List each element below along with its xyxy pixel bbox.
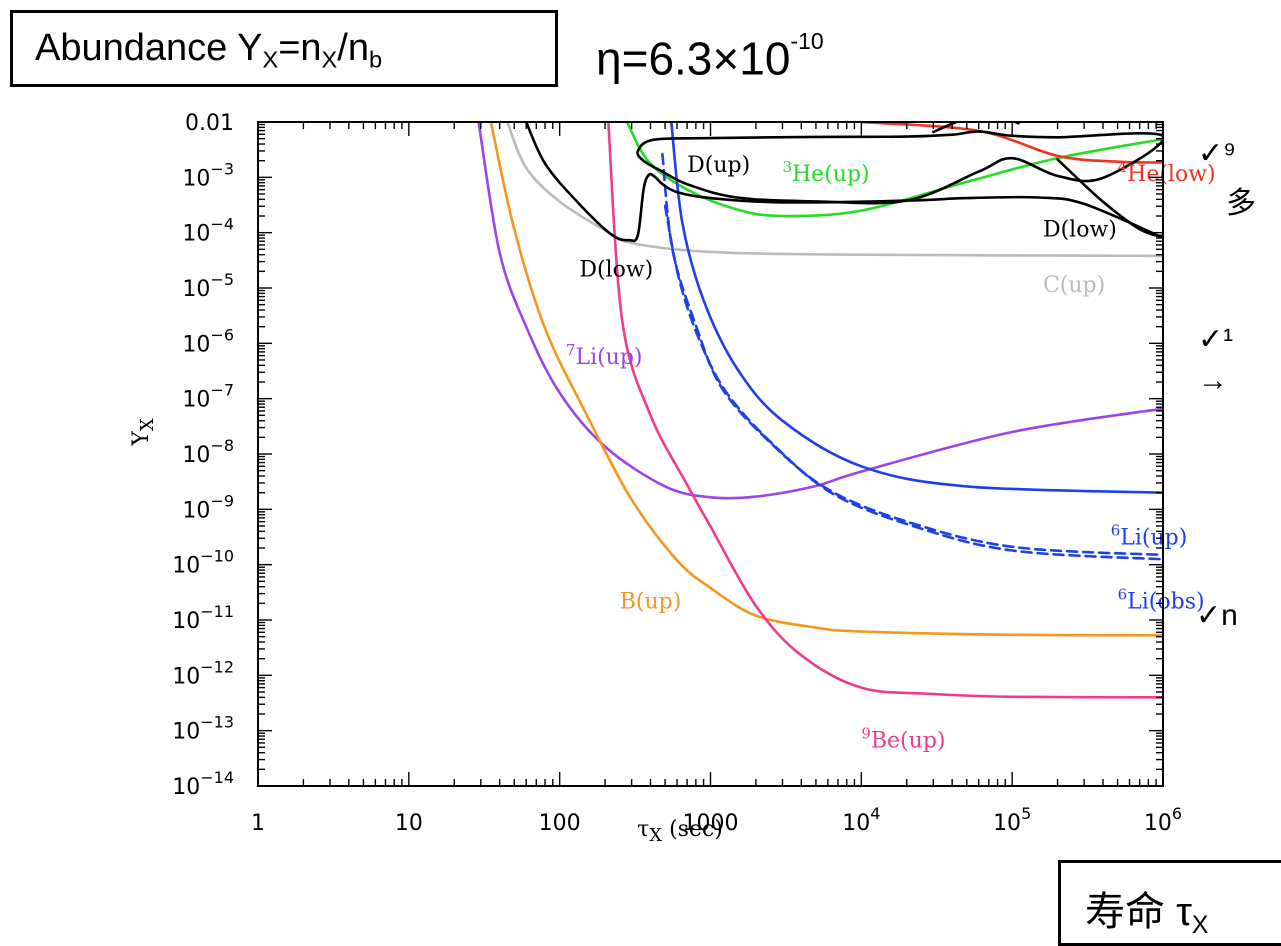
series-curve-5	[607, 122, 1163, 699]
lifetime-label: 寿命 τ	[1085, 890, 1192, 934]
curve-label-9: B(up)	[620, 590, 682, 615]
side-note-1: ✓⁹	[1198, 137, 1236, 170]
eta-main: η=6.3×10	[596, 32, 791, 85]
lifetime-sub-x: X	[1191, 911, 1209, 939]
y-axis-label: YX	[129, 418, 158, 447]
y-tick-label-3: 10−5	[182, 270, 234, 302]
y-tick-label-5: 10−7	[182, 381, 234, 413]
eta-exponent: -10	[790, 28, 824, 54]
y-tick-label-4: 10−6	[182, 325, 234, 357]
curve-label-7: 6Li(up)	[1111, 522, 1188, 551]
x-tick-label-4: 104	[842, 804, 880, 836]
series-curve-7	[661, 152, 1163, 557]
side-note-3: ✓¹	[1198, 323, 1234, 356]
y-tick-label-12: 10−14	[172, 768, 234, 800]
abundance-label: Abundance Y	[35, 27, 263, 69]
curve-label-5: C(up)	[1043, 273, 1105, 298]
series-curve-11	[1056, 158, 1163, 239]
series-curve-10	[524, 122, 1163, 243]
series-curve-2	[860, 122, 1163, 164]
x-tick-label-0: 1	[251, 811, 265, 836]
series-curve-6	[670, 122, 1163, 494]
series-curve-9	[636, 130, 1163, 205]
y-tick-label-6: 10−8	[182, 436, 234, 468]
series-curve-4	[489, 122, 1163, 637]
curve-labels-layer: D(up) 3He(up) 4He(low) D(low) D(low) C(up) 7Li…	[566, 153, 1216, 753]
curve-label-6: 7Li(up)	[566, 341, 643, 370]
y-tick-label-2: 10−4	[182, 215, 234, 247]
side-note-4: →	[1198, 364, 1228, 397]
svg-text:YX: YX	[129, 418, 158, 447]
lifetime-label-box: 寿命 τX	[1058, 860, 1281, 946]
abundance-sub-b: b	[368, 46, 383, 73]
y-tick-label-1: 10−3	[182, 159, 234, 191]
series-curve-0	[506, 122, 1163, 258]
x-tick-label-6: 106	[1144, 804, 1182, 836]
abundance-label-box: Abundance YX=nX/nb	[10, 10, 558, 87]
y-tick-label-0: 0.01	[185, 111, 234, 136]
y-tick-label-11: 10−13	[172, 713, 234, 745]
y-tick-label-7: 10−9	[182, 491, 234, 523]
curve-label-8: 6Li(obs)	[1118, 586, 1205, 615]
tick-labels-layer: 1 10 100 1000 104 105 106 0.01 10−3 10−4 10−5 10−6 1…	[172, 111, 1182, 836]
x-axis-label: τX (sec)	[637, 817, 723, 846]
abundance-sub-x: X	[262, 46, 279, 73]
x-tick-label-5: 105	[993, 804, 1031, 836]
y-tick-label-10: 10−12	[172, 657, 234, 689]
abundance-sub-x2: X	[321, 46, 338, 73]
curve-label-10: 9Be(up)	[861, 724, 945, 753]
series-curve-8	[663, 204, 1163, 561]
y-tick-label-9: 10−11	[172, 602, 234, 634]
curve-label-4: D(low)	[579, 258, 653, 283]
abundance-eq: =n	[278, 27, 322, 69]
side-note-5: ✓n	[1196, 599, 1238, 632]
curve-label-1: 3He(up)	[782, 158, 869, 187]
abundance-slash: /n	[337, 27, 369, 69]
curve-label-2: 4He(low)	[1118, 158, 1216, 187]
side-note-2: 多	[1226, 187, 1256, 220]
x-tick-label-3: 1000	[683, 811, 739, 836]
eta-label: η=6.3×10-10	[596, 28, 824, 85]
curve-label-0: D(up)	[687, 153, 750, 178]
curve-label-3: D(low)	[1043, 217, 1117, 242]
curves-layer	[477, 122, 1163, 699]
x-tick-label-2: 100	[539, 811, 581, 836]
ticks-layer	[257, 121, 1164, 787]
plot-frame	[257, 121, 1164, 787]
x-tick-label-1: 10	[395, 811, 423, 836]
y-tick-label-8: 10−10	[172, 547, 234, 579]
